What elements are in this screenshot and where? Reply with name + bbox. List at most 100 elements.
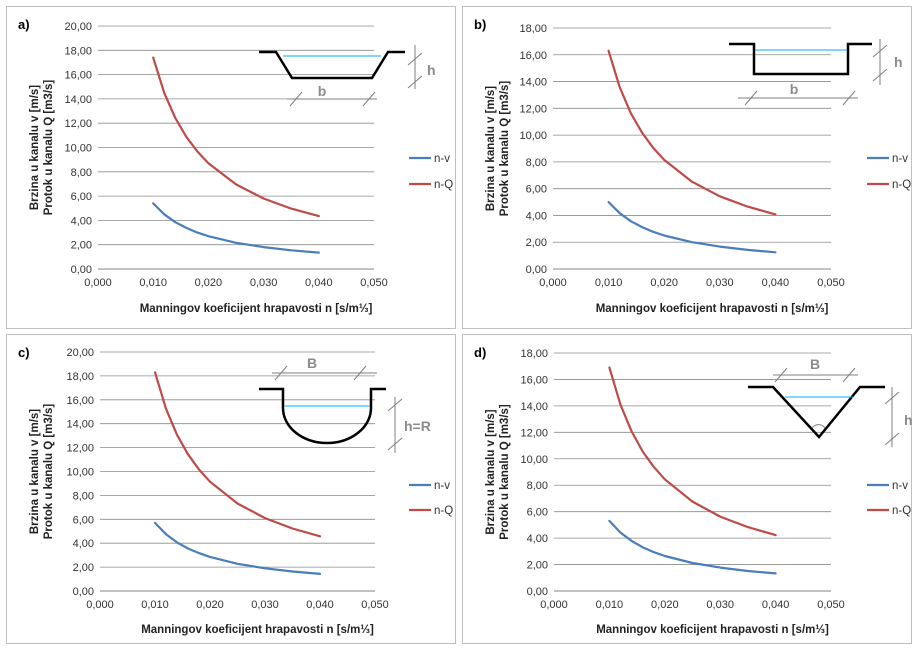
panel-label: a) <box>18 17 30 32</box>
y-tick-label: 4,00 <box>526 210 547 222</box>
dimension-tick <box>407 75 423 89</box>
legend-entry: n-Q <box>892 505 911 517</box>
dimension-tick <box>387 398 403 412</box>
series-line-nq <box>153 371 322 538</box>
y-axis-title-line-2: Protok u kanalu Q [m3/s] <box>499 404 511 540</box>
dimension-label-b: B <box>307 355 317 371</box>
y-tick-label: 18,00 <box>64 45 92 57</box>
x-tick-label: 0,040 <box>306 599 334 611</box>
channel-cross-section-diagram: Bh=R <box>259 355 431 453</box>
dimension-tick <box>274 365 288 381</box>
series-line-nq <box>608 366 777 537</box>
channel-cross-section-diagram: Bh <box>748 356 913 447</box>
chart-panel-d: 0,00 2,00 4,00 6,00 8,00 10,00 12,00 14,00 16,00… <box>462 334 913 644</box>
dimension-tick <box>842 90 856 106</box>
x-tick-label: 0,010 <box>596 599 624 611</box>
dimension-label-h: h <box>427 62 436 78</box>
legend-entry: n-Q <box>434 505 453 517</box>
y-axis-title-line-2: Protok u kanalu Q [m3/s] <box>43 404 55 540</box>
channel-section-outline <box>748 385 885 439</box>
dimension-tick <box>872 44 888 58</box>
y-tick-label: 10,00 <box>64 143 92 155</box>
y-tick-label: 18,00 <box>520 348 548 360</box>
y-tick-label: 0,00 <box>71 264 92 276</box>
y-tick-label: 10,00 <box>519 130 547 142</box>
y-tick-label: 18,00 <box>66 371 94 383</box>
panel-label: d) <box>474 345 486 360</box>
x-tick-label: 0,040 <box>305 277 333 289</box>
y-tick-label: 4,00 <box>527 533 548 545</box>
chart-panel-b: 0,00 2,00 4,00 6,00 8,00 10,00 12,00 14,00 16,00… <box>462 6 912 329</box>
x-tick-label: 0,020 <box>196 599 224 611</box>
y-tick-label: 8,00 <box>73 490 94 502</box>
y-tick-label: 2,00 <box>526 237 547 249</box>
dimension-tick <box>842 367 856 383</box>
dimension-label-h: h <box>894 54 903 70</box>
channel-cross-section-diagram: bh <box>729 39 903 106</box>
y-tick-label: 8,00 <box>71 167 92 179</box>
y-tick-label: 0,00 <box>73 586 94 598</box>
y-axis-title-line-1: Brzina u kanalu v [m/s] <box>29 409 41 534</box>
dimension-tick <box>884 391 900 405</box>
legend-entry: n-v <box>892 153 908 165</box>
y-tick-label: 8,00 <box>526 157 547 169</box>
x-tick-label: 0,020 <box>651 599 679 611</box>
x-tick-label: 0,050 <box>817 599 845 611</box>
chart-svg-a: 0,00 2,00 4,00 6,00 8,00 10,00 12,00 14,00 16,00… <box>18 17 453 315</box>
y-tick-label: 6,00 <box>71 191 92 203</box>
y-axis-title-line-1: Brzina u kanalu v [m/s] <box>29 85 41 210</box>
x-axis-title: Manningov koeficijent hrapavosti n [s/m⅓… <box>141 624 374 636</box>
y-tick-label: 20,00 <box>66 347 94 359</box>
dimension-tick <box>872 68 888 82</box>
series-line-nv <box>152 202 320 254</box>
y-tick-label: 4,00 <box>73 538 94 550</box>
x-tick-label: 0,000 <box>86 599 114 611</box>
series-line-nq <box>152 56 320 218</box>
y-tick-label: 14,00 <box>66 419 94 431</box>
y-tick-label: 2,00 <box>71 240 92 252</box>
y-tick-label: 16,00 <box>519 50 547 62</box>
x-tick-label: 0,030 <box>250 277 278 289</box>
channel-section-outline <box>259 50 405 80</box>
y-tick-label: 20,00 <box>64 21 92 33</box>
chart-svg-b: 0,00 2,00 4,00 6,00 8,00 10,00 12,00 14,00 16,00… <box>474 17 911 315</box>
legend-entry: n-v <box>892 480 908 492</box>
dimension-label-b: B <box>810 356 820 372</box>
x-tick-label: 0,000 <box>539 277 567 289</box>
dimension-label-b: b <box>318 83 327 99</box>
x-tick-label: 0,050 <box>361 599 389 611</box>
x-tick-label: 0,020 <box>650 277 678 289</box>
x-tick-label: 0,010 <box>595 277 623 289</box>
channel-section-outline <box>729 42 872 76</box>
dimension-tick <box>407 52 423 66</box>
dimension-label-b: b <box>790 81 799 97</box>
y-tick-label: 10,00 <box>66 467 94 479</box>
dimension-tick <box>774 367 788 383</box>
y-tick-label: 0,00 <box>527 586 548 598</box>
y-tick-label: 16,00 <box>66 395 94 407</box>
x-tick-label: 0,000 <box>540 599 568 611</box>
series-line-nq <box>607 49 777 216</box>
y-tick-label: 10,00 <box>520 454 548 466</box>
y-axis-title-line-1: Brzina u kanalu v [m/s] <box>485 409 497 534</box>
chart-panel-a: 0,00 2,00 4,00 6,00 8,00 10,00 12,00 14,00 16,00… <box>6 6 456 329</box>
y-tick-label: 16,00 <box>64 70 92 82</box>
x-tick-label: 0,030 <box>706 599 734 611</box>
x-tick-label: 0,040 <box>762 277 790 289</box>
x-tick-label: 0,050 <box>360 277 388 289</box>
y-tick-label: 14,00 <box>64 94 92 106</box>
y-tick-label: 14,00 <box>519 77 547 89</box>
y-tick-label: 6,00 <box>527 507 548 519</box>
legend-entry: n-Q <box>892 179 911 191</box>
x-tick-label: 0,030 <box>706 277 734 289</box>
dimension-tick <box>362 91 376 107</box>
x-tick-label: 0,040 <box>762 599 790 611</box>
x-tick-label: 0,020 <box>195 277 223 289</box>
dimension-tick <box>289 91 303 107</box>
y-tick-label: 12,00 <box>520 427 548 439</box>
y-axis-title-line-1: Brzina u kanalu v [m/s] <box>485 86 497 211</box>
x-axis-title: Manningov koeficijent hrapavosti n [s/m⅓… <box>596 624 829 636</box>
x-tick-label: 0,010 <box>139 277 167 289</box>
dimension-tick <box>744 90 758 106</box>
x-tick-label: 0,030 <box>251 599 279 611</box>
